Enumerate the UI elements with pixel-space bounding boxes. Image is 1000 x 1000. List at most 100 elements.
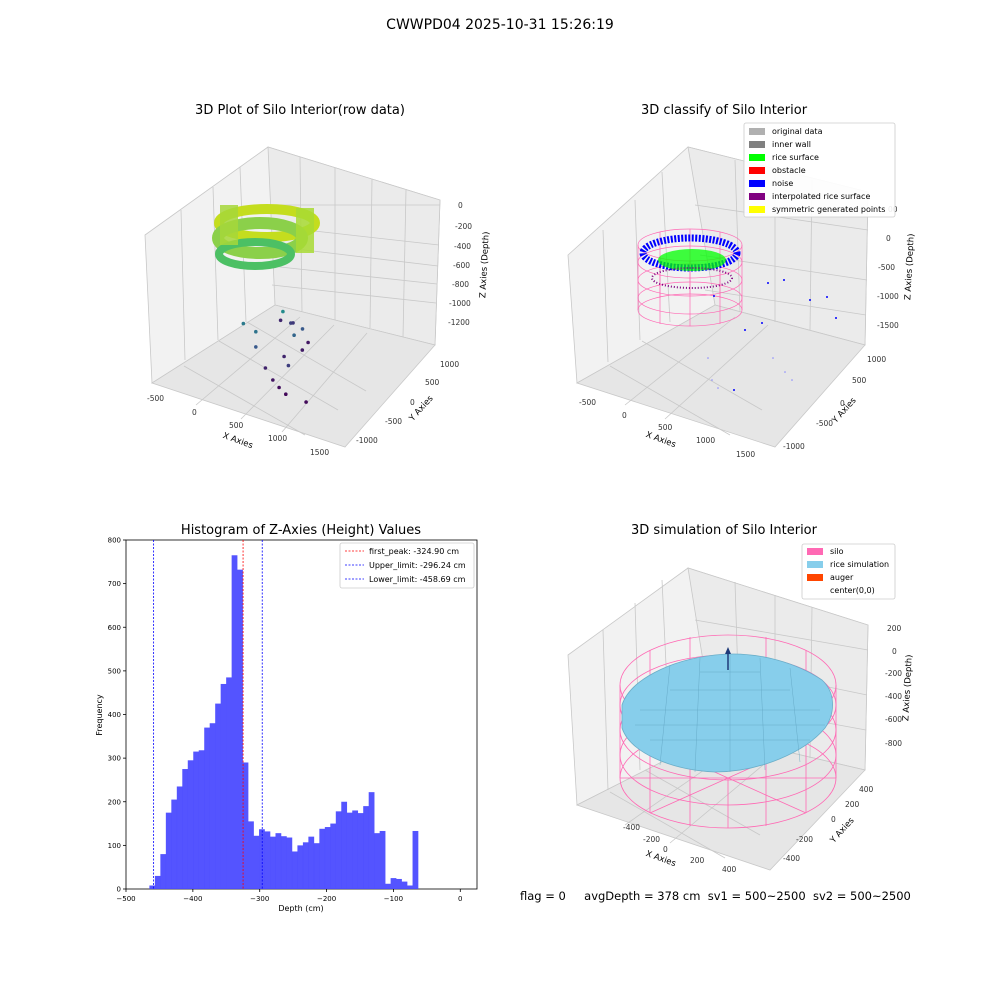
histogram-bar [308, 836, 315, 889]
data-point [241, 321, 246, 326]
histogram-bar [193, 751, 200, 889]
z-tick-label: -1500 [877, 321, 899, 330]
plot1-title: 3D Plot of Silo Interior(row data) [195, 103, 405, 118]
legend-swatch-original-data [749, 128, 765, 135]
y-tick-label: 500 [425, 378, 440, 387]
flag-text: flag = 0 [520, 889, 566, 903]
histogram-bar [165, 812, 172, 889]
legend-swatch-symmetric [749, 206, 765, 213]
legend-label: auger [830, 573, 854, 582]
y-tick-label: 0 [410, 398, 415, 407]
data-point [284, 392, 288, 397]
legend-swatch-obstacle [749, 167, 765, 174]
legend-label: rice simulation [830, 560, 889, 569]
histogram-bar [237, 569, 243, 889]
y-tick-label: 600 [108, 624, 121, 632]
histogram-bar [176, 786, 183, 889]
histogram-bar [264, 831, 271, 889]
legend-label: original data [772, 127, 823, 136]
classify-3d-plot: -500 0 500 1000 1500 -1000 -500 0 500 10… [567, 122, 917, 459]
histogram-bar [374, 833, 380, 889]
y-tick-label: 500 [108, 667, 121, 675]
x-tick-label: −100 [384, 895, 403, 903]
histogram-bar [220, 683, 227, 889]
x-tick-label: 1000 [696, 436, 715, 445]
histogram-title: Histogram of Z-Axies (Height) Values [180, 523, 422, 538]
data-point [263, 366, 268, 370]
legend-label: noise [772, 179, 793, 188]
y-tick-label: 0 [831, 815, 836, 824]
legend-swatch-auger [807, 574, 823, 581]
histogram-bar [182, 769, 189, 889]
legend-label: Lower_limit: -458.69 cm [369, 575, 466, 584]
z-tick-label: -800 [452, 280, 469, 289]
avg-depth-text: avgDepth = 378 cm [584, 889, 701, 903]
y-tick-label: -400 [783, 854, 800, 863]
histogram-bar [396, 878, 402, 889]
y-axis-label: Frequency [95, 694, 104, 736]
legend-label: center(0,0) [830, 586, 875, 595]
z-tick-label: -400 [454, 242, 471, 251]
raw-data-3d-plot: -500 0 500 1000 1500 -1000 -500 0 500 10… [144, 146, 492, 457]
x-tick-label: −300 [250, 895, 269, 903]
z-tick-label: -1200 [448, 318, 470, 327]
x-axis-label: X Axies [221, 431, 254, 451]
y-tick-label: 200 [108, 798, 121, 806]
histogram-bar [275, 833, 282, 889]
histogram-bar [280, 836, 287, 889]
histogram-bar [204, 727, 211, 889]
y-tick-label: 300 [108, 755, 121, 763]
rice-wall-ring [212, 204, 320, 270]
legend-label: silo [830, 547, 844, 556]
x-tick-label: -500 [579, 398, 596, 407]
z-tick-label: -500 [878, 263, 895, 272]
histogram-bar [291, 851, 298, 889]
sv2-text: sv2 = 500~2500 [812, 889, 911, 903]
y-tick-label: 200 [845, 800, 860, 809]
legend-swatch-rice-simulation [807, 561, 823, 568]
histogram-legend: first_peak: -324.90 cm Upper_limit: -296… [339, 542, 475, 589]
histogram-bar [341, 801, 348, 889]
y-tick-label: -1000 [783, 442, 805, 451]
x-axis-label: X Axies [644, 430, 677, 450]
x-tick-label: 0 [192, 408, 197, 417]
histogram-bar [412, 830, 419, 889]
x-tick-label: -200 [643, 835, 660, 844]
x-tick-label: −200 [317, 895, 336, 903]
data-point [271, 378, 275, 382]
legend-label: symmetric generated points [772, 205, 885, 214]
histogram-bar [368, 792, 375, 889]
y-tick-label: 500 [852, 376, 867, 385]
histogram-bar [160, 854, 167, 889]
x-tick-label: 500 [658, 423, 673, 432]
x-tick-label: 1500 [310, 448, 329, 457]
z-tick-label: 0 [886, 234, 891, 243]
y-axis-ticks: 0 100 200 300 400 500 600 700 800 [108, 537, 126, 894]
y-tick-label: 700 [108, 580, 121, 588]
histogram-bar [242, 762, 249, 889]
y-tick-label: 100 [108, 842, 121, 850]
z-tick-label: -800 [885, 739, 902, 748]
simulation-3d-plot: -400 -200 0 200 400 -400 -200 0 200 400 … [567, 543, 915, 874]
data-point [277, 385, 281, 390]
histogram-bar [270, 836, 276, 889]
histogram-bar [297, 845, 304, 889]
x-tick-label: −500 [116, 895, 135, 903]
z-axis-label: Z Axies (Depth) [903, 233, 916, 300]
histogram-bar [226, 677, 232, 889]
histogram-bar [154, 875, 161, 889]
outlier-points [241, 309, 310, 404]
sv1-text: sv1 = 500~2500 [707, 889, 806, 903]
data-point [300, 327, 305, 331]
x-axis-ticks: −500 −400 −300 −200 −100 0 [116, 889, 463, 903]
y-tick-label: -500 [816, 419, 833, 428]
z-tick-label: -400 [885, 692, 902, 701]
z-tick-label: 0 [458, 201, 463, 210]
histogram-bar [324, 827, 331, 889]
histogram-bar [248, 821, 254, 889]
x-axis-label: Depth (cm) [278, 904, 323, 913]
legend-label: inner wall [772, 140, 811, 149]
legend-swatch-noise [749, 180, 765, 187]
y-tick-label: -500 [385, 417, 402, 426]
z-tick-label: -1000 [877, 292, 899, 301]
